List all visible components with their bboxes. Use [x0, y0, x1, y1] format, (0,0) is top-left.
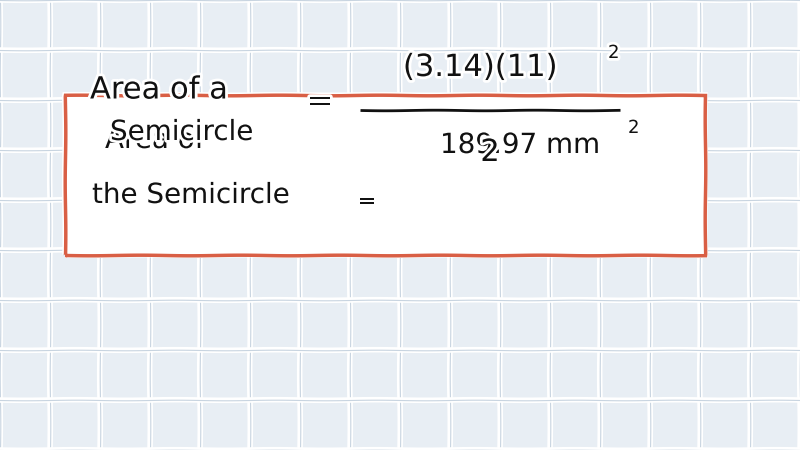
Text: 2: 2	[608, 44, 619, 62]
Text: Area of: Area of	[105, 126, 204, 154]
Text: =: =	[358, 192, 376, 212]
Text: 2: 2	[628, 119, 639, 137]
Text: (3.14)(11): (3.14)(11)	[403, 53, 557, 82]
Text: Semicircle: Semicircle	[110, 118, 254, 146]
Text: =: =	[307, 87, 333, 117]
Text: 189.97 mm: 189.97 mm	[440, 131, 600, 159]
FancyBboxPatch shape	[65, 95, 705, 255]
Text: Area of a: Area of a	[90, 76, 228, 104]
Text: 2: 2	[480, 138, 500, 167]
Text: the Semicircle: the Semicircle	[92, 181, 290, 209]
